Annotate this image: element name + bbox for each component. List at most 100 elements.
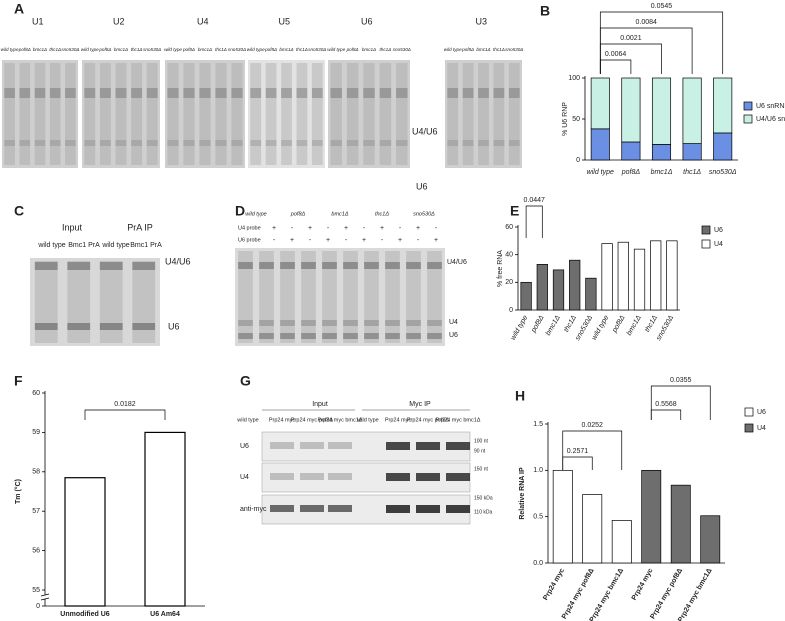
- y-tick-label: 59: [32, 429, 40, 436]
- gel-lane: [301, 251, 316, 343]
- lane-label: Prp24 myc pof8Δ: [407, 417, 450, 423]
- x-tick-label: Prp24 myc bmc1Δ: [589, 567, 625, 621]
- x-tick-label: wild type: [587, 169, 614, 176]
- size-marker: 150 nt: [474, 466, 489, 472]
- gel-band: [396, 88, 408, 98]
- gel-lane: [132, 261, 156, 343]
- blot-band: [386, 442, 410, 450]
- significance-label: 0.2571: [567, 448, 589, 455]
- gel-band: [330, 140, 342, 146]
- lane-label: Prp24 myc: [385, 417, 412, 423]
- gel-lane: [215, 63, 227, 165]
- gel-lane: [364, 251, 379, 343]
- gel-lane: [427, 251, 442, 343]
- gel-band: [301, 262, 316, 269]
- gel-band: [19, 88, 31, 98]
- bar: [611, 520, 632, 564]
- legend-label: U6: [714, 227, 723, 234]
- blot-band: [300, 473, 324, 480]
- gel-lane: [265, 63, 277, 165]
- gel-lane: [4, 63, 15, 165]
- blot-band: [446, 505, 470, 513]
- gel-band: [4, 88, 15, 98]
- axis-break-mark: [40, 593, 50, 597]
- gel-title: U4: [197, 16, 209, 26]
- x-tick-label: thc1Δ: [563, 314, 578, 333]
- gel-image: [328, 60, 410, 168]
- gel-lane: [379, 63, 392, 165]
- group-label: Input: [312, 401, 328, 408]
- bar: [651, 144, 672, 161]
- significance-bracket: [599, 11, 724, 74]
- blot-band: [446, 442, 470, 450]
- gel-band: [215, 88, 227, 98]
- gel-band: [99, 88, 111, 98]
- x-tick-label: bmc1Δ: [626, 314, 643, 337]
- bar: [617, 241, 629, 311]
- y-tick-label: 0.5: [533, 514, 543, 521]
- gel-band: [34, 262, 58, 270]
- gel-band: [379, 140, 392, 146]
- gel-lane: [330, 63, 342, 165]
- gel-band: [231, 140, 243, 146]
- y-tick-label: 58: [32, 469, 40, 476]
- gel-band: [296, 140, 308, 146]
- gel-band: [462, 140, 474, 146]
- gel-band: [478, 88, 489, 98]
- gel-band: [493, 140, 505, 146]
- bar: [520, 281, 532, 311]
- gel-band: [343, 262, 358, 269]
- y-tick-label: 40: [505, 252, 513, 259]
- gel-image: [165, 60, 245, 168]
- y-axis-label: Tm (°C): [14, 479, 22, 504]
- lane-label: wild type: [247, 47, 265, 52]
- gel-band: [301, 333, 316, 339]
- gel-band: [311, 88, 323, 98]
- significance-bracket: [562, 456, 593, 470]
- probe-sign: -: [435, 225, 438, 232]
- significance-label: 0.0447: [523, 197, 545, 204]
- gel-lane: [363, 63, 375, 165]
- lane-label: Bmc1 PrA: [68, 242, 100, 249]
- gel-lane: [231, 63, 243, 165]
- significance-label: 0.0021: [620, 35, 642, 42]
- y-axis-label: % free RNA: [497, 250, 504, 287]
- gel-image: [248, 60, 325, 168]
- panel-label: B: [540, 3, 550, 19]
- band-label: U4/U6: [165, 256, 191, 266]
- gel-band: [238, 320, 253, 326]
- gel-band: [396, 140, 408, 146]
- band-label: U6: [168, 321, 180, 331]
- gel-lane: [115, 63, 127, 165]
- x-tick-label: Prp24 myc pof8Δ: [561, 567, 596, 620]
- legend-swatch: [744, 407, 754, 417]
- gel-band: [462, 88, 474, 98]
- probe-sign: -: [417, 237, 420, 244]
- lane-label: bmc1Δ: [33, 47, 47, 52]
- significance-label: 0.0252: [582, 422, 604, 429]
- group-label: Myc IP: [409, 401, 431, 408]
- y-tick-label: 0: [36, 603, 40, 610]
- gel-image: [2, 60, 78, 168]
- bar: [590, 128, 610, 161]
- gel-title: U1: [32, 16, 44, 26]
- gel-band: [131, 140, 143, 146]
- y-tick-label: 50: [572, 116, 580, 123]
- significance-bracket: [650, 409, 682, 420]
- x-tick-label: thc1Δ: [683, 169, 701, 176]
- blot-band: [270, 505, 294, 512]
- legend-swatch: [743, 101, 753, 111]
- lane-label: wild type: [444, 47, 462, 52]
- bar: [552, 469, 573, 564]
- lane-label: bmc1Δ: [362, 47, 376, 52]
- lane-label: bmc1Δ: [114, 47, 128, 52]
- gel-band: [19, 140, 31, 146]
- panel-label: E: [510, 203, 519, 219]
- lane-label: wild type: [356, 417, 378, 423]
- gel-band: [183, 140, 195, 146]
- x-tick-label: bmc1Δ: [651, 169, 673, 176]
- legend-label: U4: [757, 425, 766, 432]
- gel-lane: [250, 63, 262, 165]
- group-label: PrA IP: [127, 222, 153, 232]
- blot-row-label: U6: [240, 443, 249, 450]
